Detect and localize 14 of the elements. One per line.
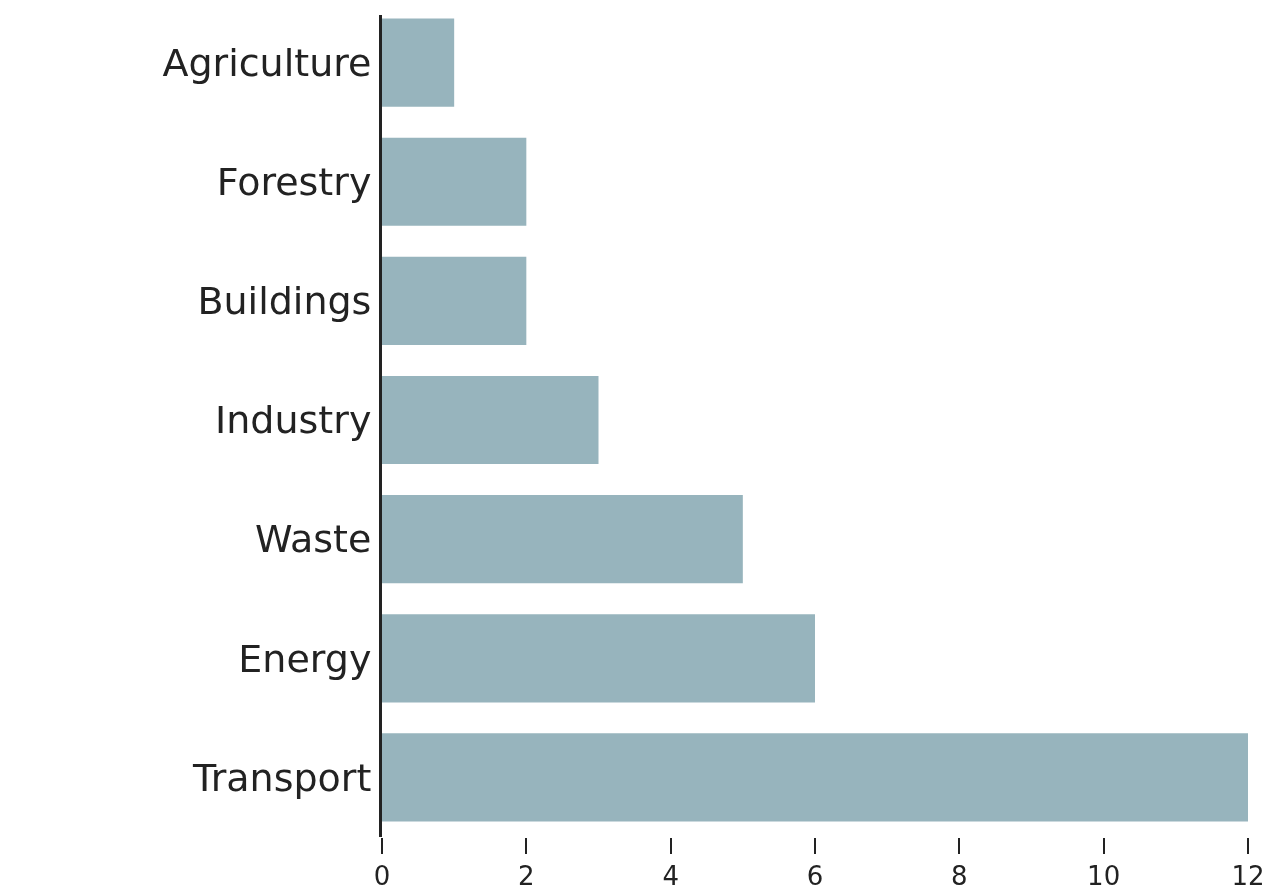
y-tick-label: Energy (238, 636, 372, 681)
y-tick-label: Forestry (216, 160, 372, 205)
x-tick-label: 0 (373, 861, 391, 892)
x-tick-label: 6 (806, 861, 824, 892)
x-tick-label: 12 (1231, 861, 1265, 892)
x-tick-label: 8 (951, 861, 968, 892)
x-tick-label: 2 (518, 861, 535, 892)
y-tick-label: Waste (254, 517, 372, 562)
y-tick-label: Transport (192, 755, 372, 800)
y-tick-label: Buildings (197, 279, 372, 324)
y-tick-label: Agriculture (162, 40, 372, 85)
x-tick-label: 10 (1087, 861, 1121, 892)
y-tick-label: Industry (215, 398, 372, 443)
x-tick-label: 4 (662, 861, 679, 892)
